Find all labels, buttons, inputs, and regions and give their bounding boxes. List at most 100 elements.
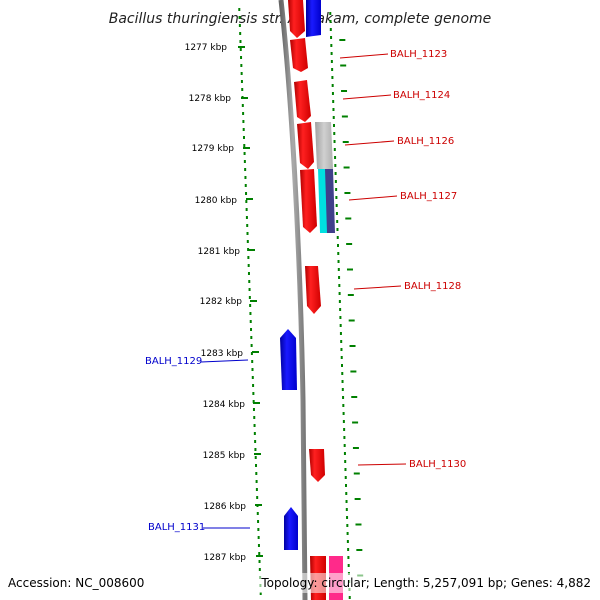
ring-dot (333, 140, 336, 143)
ring-dot (332, 116, 335, 119)
ring-dot (244, 176, 247, 179)
ring-dot (251, 368, 254, 371)
ring-dot (343, 444, 346, 447)
ring-dot (330, 44, 333, 47)
ring-dots (238, 8, 351, 599)
gene-labels: BALH_1123 BALH_1124 BALH_1126 BALH_1127 … (145, 49, 466, 533)
ring-dot (256, 496, 259, 499)
ring-dot (335, 188, 338, 191)
ring-dot (339, 308, 342, 311)
ring-dot (257, 528, 260, 531)
ring-dot (337, 268, 340, 271)
ring-dot (330, 52, 333, 55)
ring-dot (242, 136, 245, 139)
ring-dot (342, 420, 345, 423)
ring-dot (248, 296, 251, 299)
kbp-axis: 1277 kbp 1278 kbp 1279 kbp 1280 kbp 1281… (185, 43, 263, 563)
ring-dot (240, 64, 243, 67)
gene-label-balh-1127[interactable]: BALH_1127 (400, 191, 457, 202)
gene-label-balh-1131[interactable]: BALH_1131 (148, 522, 205, 533)
ring-dot (337, 252, 340, 255)
ring-dot (248, 280, 251, 283)
ring-dot (249, 304, 252, 307)
label-leader (344, 140, 395, 146)
ring-dot (253, 432, 256, 435)
ring-dot (347, 564, 350, 567)
ring-dot (340, 340, 343, 343)
ring-dot (240, 56, 243, 59)
accession-text: Accession: NC_008600 (8, 576, 144, 590)
ring-dot (253, 424, 256, 427)
tick-label: 1279 kbp (192, 144, 235, 154)
ring-dot (330, 36, 333, 39)
tick-label: 1277 kbp (185, 43, 228, 53)
ring-dot (331, 68, 334, 71)
ring-dot (347, 548, 350, 551)
ring-dot (343, 436, 346, 439)
ring-dot (343, 452, 346, 455)
ring-dot (346, 516, 349, 519)
ring-dot (252, 408, 255, 411)
gene-label-balh-1129[interactable]: BALH_1129 (145, 356, 202, 367)
ring-dot (255, 488, 258, 491)
tick-label: 1284 kbp (203, 400, 246, 410)
gene-block (315, 122, 333, 169)
ring-dot (249, 320, 252, 323)
label-leader (353, 285, 402, 290)
ring-dot (240, 80, 243, 83)
ring-dot (245, 208, 248, 211)
gene-label-balh-1123[interactable]: BALH_1123 (390, 49, 447, 60)
ring-dot (334, 180, 337, 183)
ring-dot (258, 560, 261, 563)
ring-dot (247, 264, 250, 267)
tick-label: 1283 kbp (201, 349, 244, 359)
ring-dot (253, 416, 256, 419)
ring-dot (238, 24, 241, 27)
ring-dot (345, 484, 347, 487)
gene-block (309, 449, 325, 482)
ring-dot (334, 164, 337, 167)
ring-dot (335, 196, 338, 199)
ring-dot (255, 480, 258, 483)
ring-dot (247, 256, 250, 259)
ring-dot (346, 524, 349, 527)
ring-dot (248, 288, 251, 291)
gene-block (288, 0, 305, 38)
gene-label-balh-1124[interactable]: BALH_1124 (393, 90, 450, 101)
ring-dot (340, 348, 343, 351)
label-leader (200, 359, 249, 363)
ring-dot (258, 552, 261, 555)
ring-dot (339, 324, 342, 327)
ring-dot (247, 272, 250, 275)
ring-dot (345, 492, 348, 495)
ring-dot (329, 28, 332, 31)
ring-dot (249, 312, 252, 315)
ring-dot (340, 356, 343, 359)
gene-block (284, 507, 298, 550)
gene-block (280, 329, 297, 390)
gene-block (306, 0, 321, 37)
gene-label-balh-1130[interactable]: BALH_1130 (409, 459, 466, 470)
ring-dot (241, 88, 244, 91)
gene-label-balh-1126[interactable]: BALH_1126 (397, 136, 454, 147)
ring-dot (259, 592, 262, 595)
ring-dot (246, 232, 249, 235)
ring-dot (346, 540, 349, 543)
label-leader (348, 195, 398, 201)
ring-dot (336, 228, 339, 231)
ring-dot (257, 544, 260, 547)
ring-dot (246, 224, 249, 227)
ring-dot (242, 120, 245, 123)
ring-dot (238, 8, 241, 11)
gene-block (290, 38, 308, 72)
gene-label-balh-1128[interactable]: BALH_1128 (404, 281, 461, 292)
gene-block (294, 80, 311, 122)
ring-dot (245, 200, 248, 203)
ring-dot (246, 240, 249, 243)
ring-dot (238, 16, 241, 19)
ring-dot (344, 468, 347, 471)
ring-dot (348, 596, 351, 599)
ring-dot (254, 448, 257, 451)
ring-dot (244, 168, 247, 171)
